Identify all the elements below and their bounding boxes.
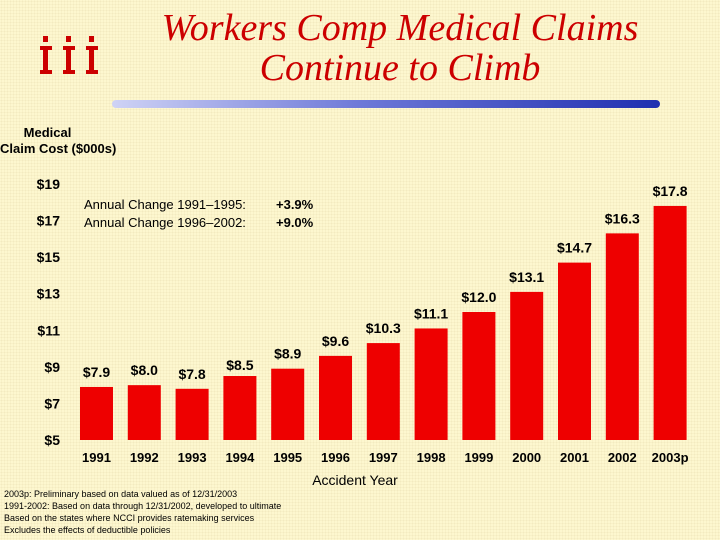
y-tick-label: $19 [37, 176, 61, 192]
title-divider [112, 100, 660, 108]
data-label: $17.8 [653, 183, 688, 199]
bar [510, 291, 544, 440]
y-axis-title-line-1: Medical [23, 125, 72, 140]
x-tick-label: 1994 [225, 450, 255, 465]
bar [462, 312, 496, 440]
title-line-1: Workers Comp Medical Claims [161, 7, 639, 49]
iii-logo [40, 36, 98, 74]
x-tick-label: 2003p [652, 450, 689, 465]
annual-change-box: Annual Change 1991–1995: +3.9% Annual Ch… [84, 196, 313, 232]
annual-change-value: +3.9% [276, 197, 314, 212]
x-tick-label: 2000 [512, 450, 541, 465]
y-tick-label: $15 [37, 249, 61, 265]
data-label: $8.5 [226, 357, 253, 373]
y-tick-label: $9 [44, 359, 60, 375]
data-label: $7.8 [178, 366, 205, 382]
bar [175, 388, 209, 440]
footnote: Excludes the effects of deductible polic… [4, 525, 171, 535]
y-tick-label: $13 [37, 286, 61, 302]
x-tick-label: 2002 [608, 450, 637, 465]
bar [80, 386, 113, 440]
annual-change-label: Annual Change 1991–1995: [84, 197, 246, 212]
data-label: $11.1 [414, 305, 448, 321]
bar [605, 233, 639, 440]
y-axis-title: Medical Claim Cost ($000s) [0, 125, 117, 157]
footnote: Based on the states where NCCI provides … [4, 513, 255, 523]
slide-title: Workers Comp Medical Claims Continue to … [120, 8, 680, 88]
x-tick-label: 1999 [464, 450, 493, 465]
data-label: $10.3 [366, 320, 401, 336]
bar [366, 343, 400, 440]
footnote: 1991-2002: Based on data through 12/31/2… [4, 501, 282, 511]
y-axis-title-line-2: Claim Cost ($000s) [0, 141, 117, 156]
y-tick-label: $11 [37, 322, 60, 338]
annual-change-row: Annual Change 1996–2002: +9.0% [84, 214, 313, 232]
annual-change-value: +9.0% [276, 215, 314, 230]
data-label: $8.0 [131, 362, 158, 378]
x-tick-label: 2001 [560, 450, 589, 465]
data-label: $12.0 [461, 289, 496, 305]
bar [127, 385, 161, 440]
data-label: $14.7 [557, 240, 592, 256]
x-tick-label: 1998 [417, 450, 446, 465]
data-label: $8.9 [274, 346, 301, 362]
bar [558, 262, 591, 440]
bar [414, 328, 448, 440]
footnote: 2003p: Preliminary based on data valued … [4, 489, 238, 499]
y-tick-label: $7 [44, 395, 60, 411]
annual-change-row: Annual Change 1991–1995: +3.9% [84, 196, 313, 214]
bar [223, 376, 257, 440]
bar [653, 205, 687, 440]
y-tick-label: $5 [44, 432, 60, 448]
bar [319, 355, 352, 440]
annual-change-label: Annual Change 1996–2002: [84, 215, 246, 230]
data-label: $7.9 [83, 364, 110, 380]
data-label: $9.6 [322, 333, 349, 349]
x-tick-label: 1992 [130, 450, 159, 465]
y-tick-label: $17 [37, 213, 61, 229]
data-label: $16.3 [605, 210, 640, 226]
x-axis-title: Accident Year [312, 472, 398, 488]
x-tick-label: 1991 [82, 450, 111, 465]
data-label: $13.1 [509, 269, 544, 285]
x-tick-label: 1993 [178, 450, 207, 465]
x-tick-label: 1995 [273, 450, 302, 465]
title-line-2: Continue to Climb [259, 47, 541, 89]
x-tick-label: 1997 [369, 450, 398, 465]
bar [271, 368, 305, 440]
x-tick-label: 1996 [321, 450, 350, 465]
